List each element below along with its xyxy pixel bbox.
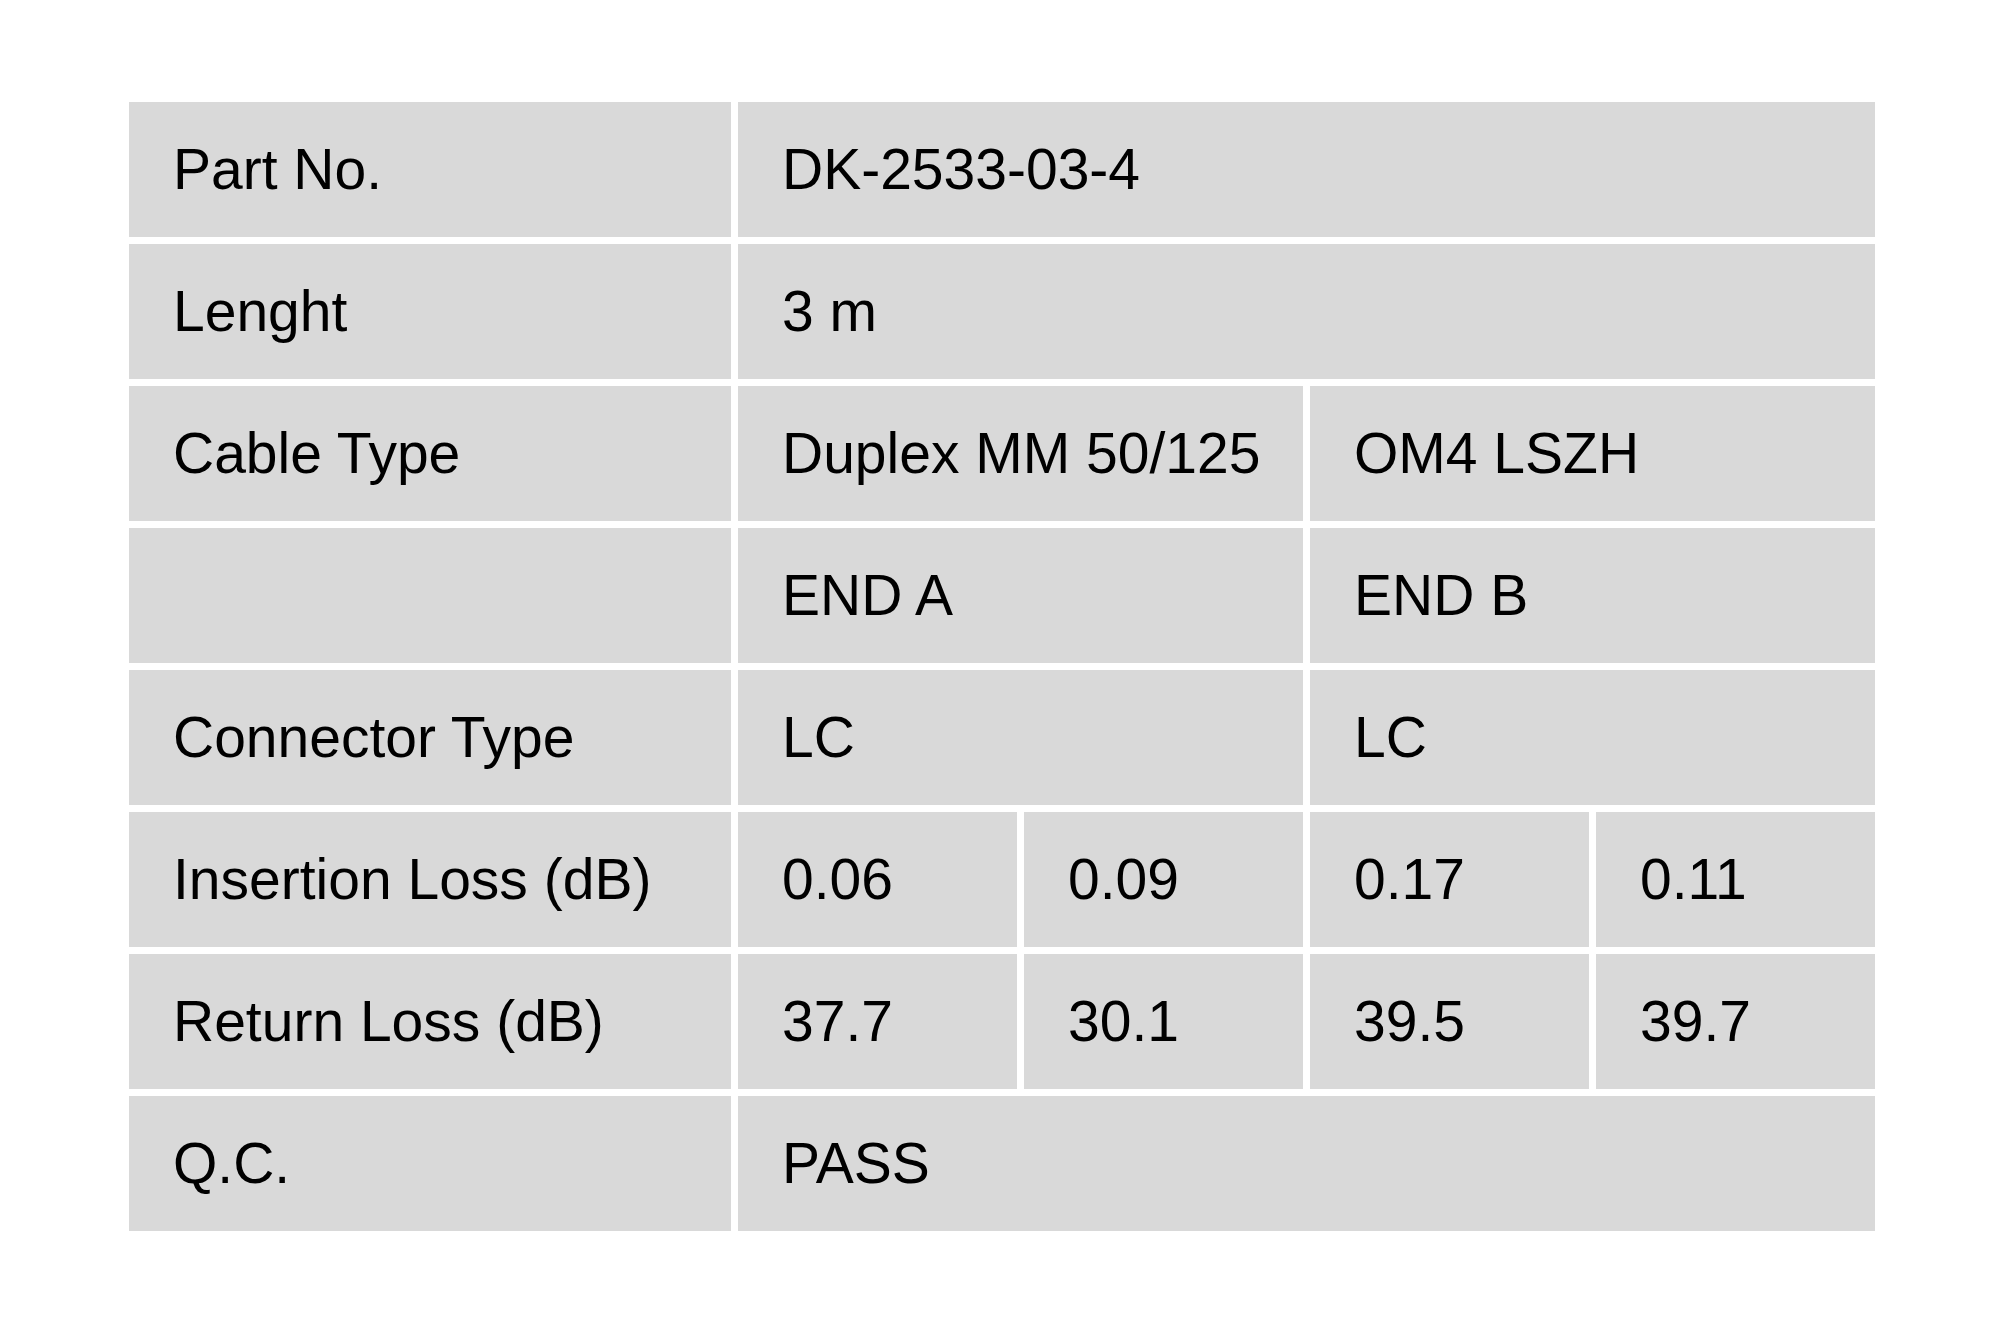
value-cell-end-header-0: END A [738, 528, 1303, 663]
label-cell-qc: Q.C. [129, 1096, 731, 1231]
value-cell-return-loss-0: 37.7 [738, 954, 1017, 1089]
value-cell-insertion-loss-1: 0.09 [1024, 812, 1303, 947]
value-cell-cable-type-1: OM4 LSZH [1310, 386, 1875, 521]
value-cell-connector-type-1: LC [1310, 670, 1875, 805]
label-cell-length: Lenght [129, 244, 731, 379]
label-cell-insertion-loss: Insertion Loss (dB) [129, 812, 731, 947]
label-cell-return-loss: Return Loss (dB) [129, 954, 731, 1089]
value-cell-cable-type-0: Duplex MM 50/125 [738, 386, 1303, 521]
label-cell-cable-type: Cable Type [129, 386, 731, 521]
value-cell-return-loss-3: 39.7 [1596, 954, 1875, 1089]
value-cell-qc-0: PASS [738, 1096, 1875, 1231]
spec-table: Part No.DK-2533-03-4Lenght3 mCable TypeD… [129, 102, 1875, 1231]
value-cell-connector-type-0: LC [738, 670, 1303, 805]
label-cell-part-no: Part No. [129, 102, 731, 237]
page: Part No.DK-2533-03-4Lenght3 mCable TypeD… [0, 0, 2000, 1333]
value-cell-return-loss-2: 39.5 [1310, 954, 1589, 1089]
value-cell-end-header-1: END B [1310, 528, 1875, 663]
value-cell-insertion-loss-3: 0.11 [1596, 812, 1875, 947]
value-cell-insertion-loss-2: 0.17 [1310, 812, 1589, 947]
value-cell-insertion-loss-0: 0.06 [738, 812, 1017, 947]
value-cell-length-0: 3 m [738, 244, 1875, 379]
label-cell-connector-type: Connector Type [129, 670, 731, 805]
value-cell-return-loss-1: 30.1 [1024, 954, 1303, 1089]
value-cell-part-no-0: DK-2533-03-4 [738, 102, 1875, 237]
label-cell-end-header [129, 528, 731, 663]
